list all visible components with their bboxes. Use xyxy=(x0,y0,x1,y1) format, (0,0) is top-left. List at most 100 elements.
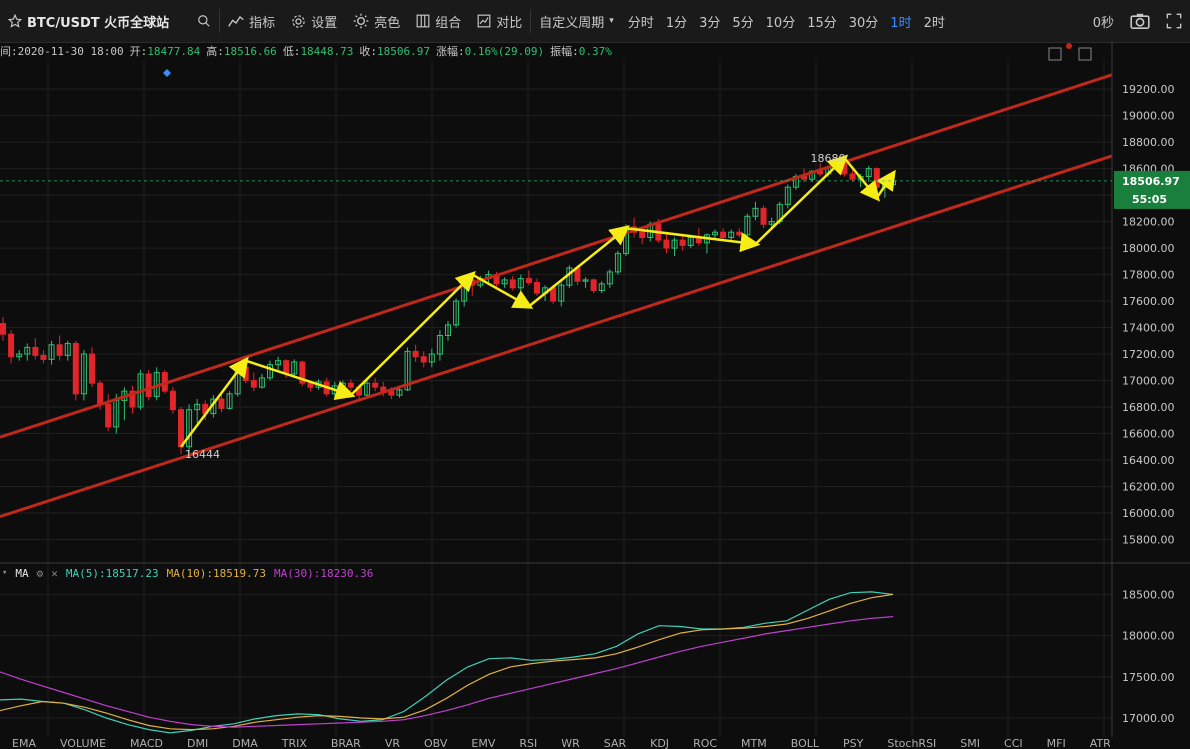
y-tick-label: 16600.00 xyxy=(1122,428,1175,441)
indicator-tab-16[interactable]: BOLL xyxy=(790,738,820,749)
candle-body xyxy=(169,390,176,411)
candle-body xyxy=(121,390,128,401)
candle-body xyxy=(226,393,233,409)
collapse-arrow-icon[interactable]: ▾ xyxy=(2,568,8,578)
low-price-label: 16444 xyxy=(185,448,220,461)
indicator-tab-18[interactable]: StochRSI xyxy=(887,738,937,749)
indicator-tab-1[interactable]: VOLUME xyxy=(59,738,107,749)
period-tab-7[interactable]: 1时 xyxy=(890,15,912,31)
symbol-title: BTC/USDT 火币全球站 xyxy=(27,15,170,31)
indicator-tab-7[interactable]: VR xyxy=(384,738,400,749)
ma30-value: MA(30):18230.36 xyxy=(273,566,374,580)
fullscreen-button[interactable] xyxy=(1158,0,1190,42)
favorite-star-button[interactable]: BTC/USDT 火币全球站 xyxy=(0,0,177,42)
candle-body xyxy=(339,382,346,387)
period-tab-1[interactable]: 1分 xyxy=(665,15,688,31)
indicator-tab-6[interactable]: BRAR xyxy=(330,738,361,749)
candle-body xyxy=(258,377,265,388)
indicator-tab-12[interactable]: SAR xyxy=(603,738,627,749)
amplitude-value: 0.37% xyxy=(578,45,612,58)
candle-body xyxy=(525,278,532,284)
screenshot-button[interactable] xyxy=(1122,0,1158,42)
candle-body xyxy=(890,180,896,186)
period-tab-3[interactable]: 5分 xyxy=(732,15,754,31)
indicator-tab-22[interactable]: ATR xyxy=(1089,738,1110,749)
trend-arrow xyxy=(245,359,356,400)
indicator-tab-0[interactable]: EMA xyxy=(12,738,36,749)
indicator-tab-8[interactable]: OBV xyxy=(423,738,448,749)
candle-body xyxy=(32,346,39,356)
trend-arrow xyxy=(875,169,896,199)
period-tab-8[interactable]: 2时 xyxy=(923,15,945,31)
indicator-tab-13[interactable]: KDJ xyxy=(650,738,670,749)
period-tab-4[interactable]: 10分 xyxy=(765,15,796,31)
y-tick-label: 19200.00 xyxy=(1122,83,1175,96)
period-tab-2[interactable]: 3分 xyxy=(699,15,721,31)
compare-button[interactable]: 对比 xyxy=(469,0,530,42)
candle-body xyxy=(582,279,589,282)
candle-body xyxy=(364,382,371,396)
period-tab-0[interactable]: 分时 xyxy=(627,15,654,31)
candle-body xyxy=(493,274,500,285)
amplitude-label: 振幅: xyxy=(550,45,579,58)
trend-arrow xyxy=(528,225,630,308)
grid-lines xyxy=(0,60,1112,737)
indicator-tab-2[interactable]: MACD xyxy=(130,738,164,749)
candle-body xyxy=(760,207,767,225)
candle-body xyxy=(542,287,549,294)
period-tab-5[interactable]: 15分 xyxy=(807,15,837,31)
indicator-tab-21[interactable]: MFI xyxy=(1046,738,1066,749)
indicator-tab-15[interactable]: MTM xyxy=(741,738,767,749)
panel-icon xyxy=(1048,47,1062,61)
candle-body xyxy=(412,350,419,358)
ma-close-icon[interactable]: ✕ xyxy=(51,566,58,580)
star-icon xyxy=(8,14,22,28)
indicator-tab-3[interactable]: DMI xyxy=(187,738,209,749)
candle-body xyxy=(40,354,47,360)
candle-body xyxy=(534,282,540,294)
candle-body xyxy=(356,386,362,396)
candle-body xyxy=(469,279,476,286)
combo-button[interactable]: 组合 xyxy=(408,0,469,42)
candle-body xyxy=(841,162,848,175)
candle-body xyxy=(64,342,71,356)
indicator-tab-10[interactable]: RSI xyxy=(519,738,538,749)
period-tab-6[interactable]: 30分 xyxy=(848,15,879,31)
change-value: 0.16%(29.09) xyxy=(464,45,545,58)
candle-body xyxy=(16,353,23,358)
indicator-tab-9[interactable]: EMV xyxy=(471,738,496,749)
ma-line-ma5 xyxy=(0,591,894,734)
candle-body xyxy=(655,223,662,241)
countdown-setting[interactable]: 0秒 xyxy=(1092,15,1114,31)
indicators-button[interactable]: 指标 xyxy=(220,0,283,42)
channel-line xyxy=(0,73,1113,439)
candle-body xyxy=(72,342,79,395)
indicator-tab-17[interactable]: PSY xyxy=(843,738,864,749)
change-label: 涨幅: xyxy=(436,45,465,58)
brightness-button[interactable]: 亮色 xyxy=(345,0,408,42)
ma-settings-icon[interactable]: ⚙ xyxy=(36,566,44,580)
candle-body xyxy=(24,346,31,355)
search-icon xyxy=(198,15,210,27)
drawing-anchor xyxy=(1066,43,1072,49)
indicator-tab-11[interactable]: WR xyxy=(561,738,580,749)
candle-body xyxy=(720,231,727,238)
candle-body xyxy=(671,239,678,249)
indicator-tab-4[interactable]: DMA xyxy=(232,738,258,749)
open-label: 开: xyxy=(129,45,148,58)
custom-period-dropdown[interactable]: 自定义周期 ▾ xyxy=(539,15,614,31)
candle-body xyxy=(404,350,411,391)
candle-body xyxy=(679,239,686,246)
camera-icon xyxy=(1130,13,1150,29)
indicator-tab-19[interactable]: SMI xyxy=(960,738,981,749)
indicator-tab-20[interactable]: CCI xyxy=(1004,738,1023,749)
candle-body xyxy=(736,231,743,236)
indicator-tab-5[interactable]: TRIX xyxy=(281,738,307,749)
candle-body xyxy=(744,215,751,236)
settings-button[interactable]: 设置 xyxy=(283,0,345,42)
candle-body xyxy=(445,324,451,337)
symbol-search-button[interactable] xyxy=(189,0,219,42)
y-tick-label: 15800.00 xyxy=(1122,533,1175,546)
indicator-tab-14[interactable]: ROC xyxy=(693,738,718,749)
